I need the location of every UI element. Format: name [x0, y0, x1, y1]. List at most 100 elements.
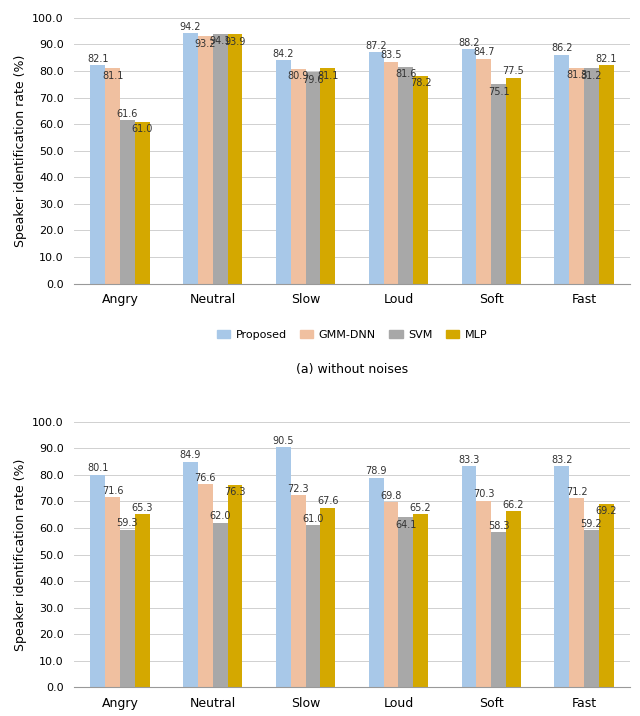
- Text: 80.9: 80.9: [287, 72, 309, 82]
- Bar: [369, 478, 383, 687]
- Text: 71.6: 71.6: [102, 486, 124, 495]
- Bar: [321, 68, 335, 284]
- Text: 84.2: 84.2: [273, 49, 294, 59]
- Text: 69.8: 69.8: [380, 490, 402, 500]
- Text: 76.6: 76.6: [195, 473, 216, 483]
- Text: 79.6: 79.6: [302, 74, 324, 84]
- Text: 70.3: 70.3: [473, 489, 495, 499]
- Text: 94.2: 94.2: [180, 22, 201, 32]
- Y-axis label: Speaker identification rate (%): Speaker identification rate (%): [13, 458, 27, 651]
- Bar: [492, 533, 506, 687]
- Text: 83.5: 83.5: [380, 50, 402, 60]
- Text: 69.2: 69.2: [596, 506, 617, 516]
- Text: 65.3: 65.3: [132, 503, 153, 513]
- Bar: [135, 122, 150, 284]
- Text: 84.7: 84.7: [473, 47, 495, 57]
- Bar: [276, 447, 291, 687]
- Bar: [584, 530, 599, 687]
- Text: 81.3: 81.3: [566, 70, 588, 80]
- Bar: [506, 77, 521, 284]
- Bar: [198, 484, 212, 687]
- Bar: [569, 67, 584, 284]
- Text: 75.1: 75.1: [488, 87, 509, 97]
- Bar: [105, 497, 120, 687]
- Bar: [398, 517, 413, 687]
- Text: 61.0: 61.0: [132, 124, 153, 134]
- Bar: [554, 466, 569, 687]
- Text: 66.2: 66.2: [503, 500, 524, 511]
- Text: 83.2: 83.2: [551, 455, 572, 465]
- Bar: [183, 462, 198, 687]
- Bar: [321, 508, 335, 687]
- Bar: [383, 502, 398, 687]
- Text: 80.1: 80.1: [87, 463, 108, 473]
- Bar: [276, 60, 291, 284]
- Text: 87.2: 87.2: [365, 41, 387, 51]
- Text: 67.6: 67.6: [317, 496, 339, 506]
- Bar: [135, 514, 150, 687]
- Text: 82.1: 82.1: [596, 54, 617, 64]
- Bar: [476, 59, 492, 284]
- Text: 61.6: 61.6: [116, 109, 138, 119]
- Bar: [599, 503, 614, 687]
- Text: (a) without noises: (a) without noises: [296, 363, 408, 376]
- Text: 86.2: 86.2: [551, 43, 572, 53]
- Text: 94.1: 94.1: [209, 37, 231, 47]
- Text: 81.1: 81.1: [317, 71, 339, 81]
- Bar: [569, 498, 584, 687]
- Text: 77.5: 77.5: [502, 67, 524, 77]
- Bar: [461, 466, 476, 687]
- Text: 78.2: 78.2: [410, 79, 431, 89]
- Bar: [413, 514, 428, 687]
- Bar: [584, 68, 599, 284]
- Bar: [369, 52, 383, 284]
- Bar: [383, 62, 398, 284]
- Bar: [506, 511, 521, 687]
- Bar: [212, 523, 228, 687]
- Bar: [413, 76, 428, 284]
- Bar: [398, 67, 413, 284]
- Bar: [120, 120, 135, 284]
- Text: 72.3: 72.3: [287, 484, 309, 494]
- Bar: [291, 69, 306, 284]
- Bar: [228, 485, 243, 687]
- Text: 62.0: 62.0: [209, 511, 231, 521]
- Text: 81.2: 81.2: [580, 70, 602, 80]
- Bar: [228, 34, 243, 284]
- Text: 93.9: 93.9: [225, 37, 246, 47]
- Text: 78.9: 78.9: [365, 466, 387, 476]
- Text: 65.2: 65.2: [410, 503, 431, 513]
- Bar: [291, 495, 306, 687]
- Bar: [120, 530, 135, 687]
- Bar: [554, 54, 569, 284]
- Text: 61.0: 61.0: [302, 514, 324, 524]
- Text: 59.3: 59.3: [116, 518, 138, 528]
- Bar: [212, 34, 228, 284]
- Bar: [306, 526, 321, 687]
- Text: 59.2: 59.2: [580, 519, 602, 528]
- Bar: [90, 475, 105, 687]
- Text: 64.1: 64.1: [395, 520, 417, 530]
- Bar: [306, 72, 321, 284]
- Text: 82.1: 82.1: [87, 54, 108, 64]
- Bar: [461, 49, 476, 284]
- Text: 76.3: 76.3: [225, 488, 246, 498]
- Y-axis label: Speaker identification rate (%): Speaker identification rate (%): [13, 54, 27, 247]
- Bar: [105, 68, 120, 284]
- Bar: [492, 84, 506, 284]
- Text: 83.3: 83.3: [458, 455, 479, 465]
- Bar: [476, 500, 492, 687]
- Bar: [599, 65, 614, 284]
- Text: 58.3: 58.3: [488, 521, 509, 531]
- Text: 81.1: 81.1: [102, 71, 124, 81]
- Text: 71.2: 71.2: [566, 487, 588, 497]
- Text: 81.6: 81.6: [395, 69, 417, 79]
- Bar: [90, 65, 105, 284]
- Text: 84.9: 84.9: [180, 450, 201, 460]
- Legend: Proposed, GMM-DNN, SVM, MLP: Proposed, GMM-DNN, SVM, MLP: [212, 326, 492, 344]
- Text: 90.5: 90.5: [273, 435, 294, 445]
- Bar: [198, 36, 212, 284]
- Bar: [183, 34, 198, 284]
- Text: 88.2: 88.2: [458, 38, 479, 48]
- Text: 93.2: 93.2: [195, 39, 216, 49]
